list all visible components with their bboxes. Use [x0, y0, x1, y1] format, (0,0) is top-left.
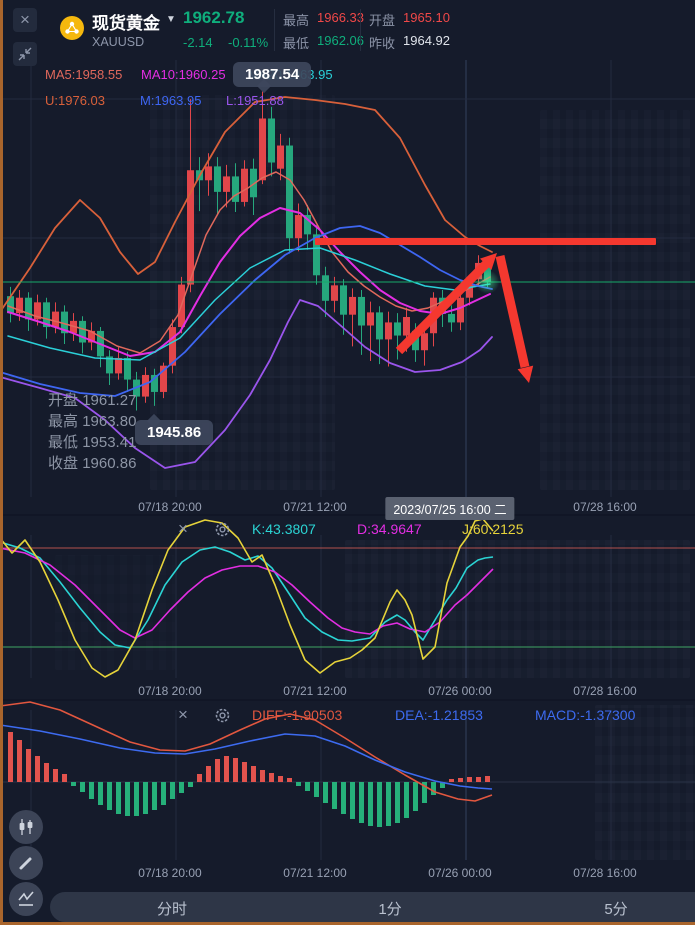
close-icon[interactable]: × [13, 8, 37, 32]
collapse-arrows-icon [18, 47, 32, 61]
symbol-label: XAUUSD [92, 35, 145, 49]
ma5-legend: MA5:1958.55 [45, 67, 123, 82]
x-tick: 07/28 16:00 [573, 684, 637, 698]
header-divider [360, 9, 361, 51]
kdj-settings-icon[interactable] [214, 521, 231, 543]
pencil-icon [19, 857, 32, 870]
ohlc-high-row: 最高 1963.80 [48, 413, 137, 430]
ohlc-open-row: 开盘 1961.27 [48, 392, 137, 409]
macd-dea-value: DEA:-1.21853 [395, 707, 483, 723]
x-tick: 07/21 12:00 [283, 500, 347, 514]
candlestick-tool-button[interactable] [9, 810, 43, 844]
page-title[interactable]: 现货黄金 [92, 14, 160, 33]
kdj-k-value: K:43.3807 [252, 521, 316, 537]
stat-prevclose-value: 1964.92 [403, 33, 450, 48]
boll-upper-legend: U:1976.03 [45, 93, 105, 108]
macd-settings-icon[interactable] [214, 707, 231, 729]
macd-diff-value: DIFF:-1.90503 [252, 707, 343, 723]
background-skyline [55, 555, 175, 670]
boll-mid-legend: M:1963.95 [140, 93, 202, 108]
collapse-icon[interactable] [13, 42, 37, 66]
kdj-close-icon[interactable]: × [178, 519, 188, 538]
crosshair-date-label: 2023/07/25 16:00 二 [385, 497, 515, 520]
draw-tool-button[interactable] [9, 846, 43, 880]
kdj-j-value: J:60.2125 [462, 521, 524, 537]
chevron-down-icon[interactable]: ▼ [166, 14, 176, 25]
background-skyline [540, 110, 690, 490]
line-chart-tool-button[interactable] [9, 882, 43, 916]
macd-macd-value: MACD:-1.37300 [535, 707, 636, 723]
x-tick: 07/26 00:00 [428, 684, 492, 698]
background-skyline [345, 540, 690, 678]
tab-1min[interactable]: 1分 [378, 901, 402, 918]
header-divider [274, 9, 275, 51]
lowest-price-tooltip: 1945.86 [135, 413, 214, 445]
stat-open-value: 1965.10 [403, 10, 450, 25]
stat-low-label: 最低 [283, 36, 310, 51]
ma10-legend: MA10:1960.25 [141, 67, 226, 82]
stat-high-label: 最高 [283, 13, 310, 28]
stat-high-value: 1966.33 [317, 10, 364, 25]
x-tick: 07/28 16:00 [573, 866, 637, 880]
x-tick: 07/21 12:00 [283, 684, 347, 698]
tab-timeshare[interactable]: 分时 [156, 901, 188, 918]
stat-low-value: 1962.06 [317, 33, 364, 48]
tab-5min[interactable]: 5分 [604, 901, 628, 918]
x-tick: 07/26 00:00 [428, 866, 492, 880]
stat-open-label: 开盘 [369, 13, 396, 28]
highest-price-tooltip: 1987.54 [233, 62, 312, 94]
line-chart-icon [18, 891, 34, 906]
x-tick: 07/28 16:00 [573, 500, 637, 514]
last-price: 1962.78 [183, 8, 245, 27]
price-change-pct: -0.11% [228, 35, 269, 50]
x-tick: 07/18 20:00 [138, 866, 202, 880]
ohlc-low-row: 最低 1953.41 [48, 434, 137, 451]
timeframe-toolbar [50, 892, 695, 922]
x-tick: 07/21 12:00 [283, 866, 347, 880]
coin-icon [58, 14, 86, 47]
boll-lower-legend: L:1951.88 [226, 93, 284, 108]
macd-close-icon[interactable]: × [178, 705, 188, 724]
candlestick-icon [19, 819, 33, 835]
stat-prevclose-label: 昨收 [369, 36, 396, 51]
price-change: -2.14 [183, 35, 213, 50]
x-tick: 07/18 20:00 [138, 684, 202, 698]
kdj-d-value: D:34.9647 [357, 521, 422, 537]
ohlc-close-row: 收盘 1960.86 [48, 455, 137, 472]
x-tick: 07/18 20:00 [138, 500, 202, 514]
